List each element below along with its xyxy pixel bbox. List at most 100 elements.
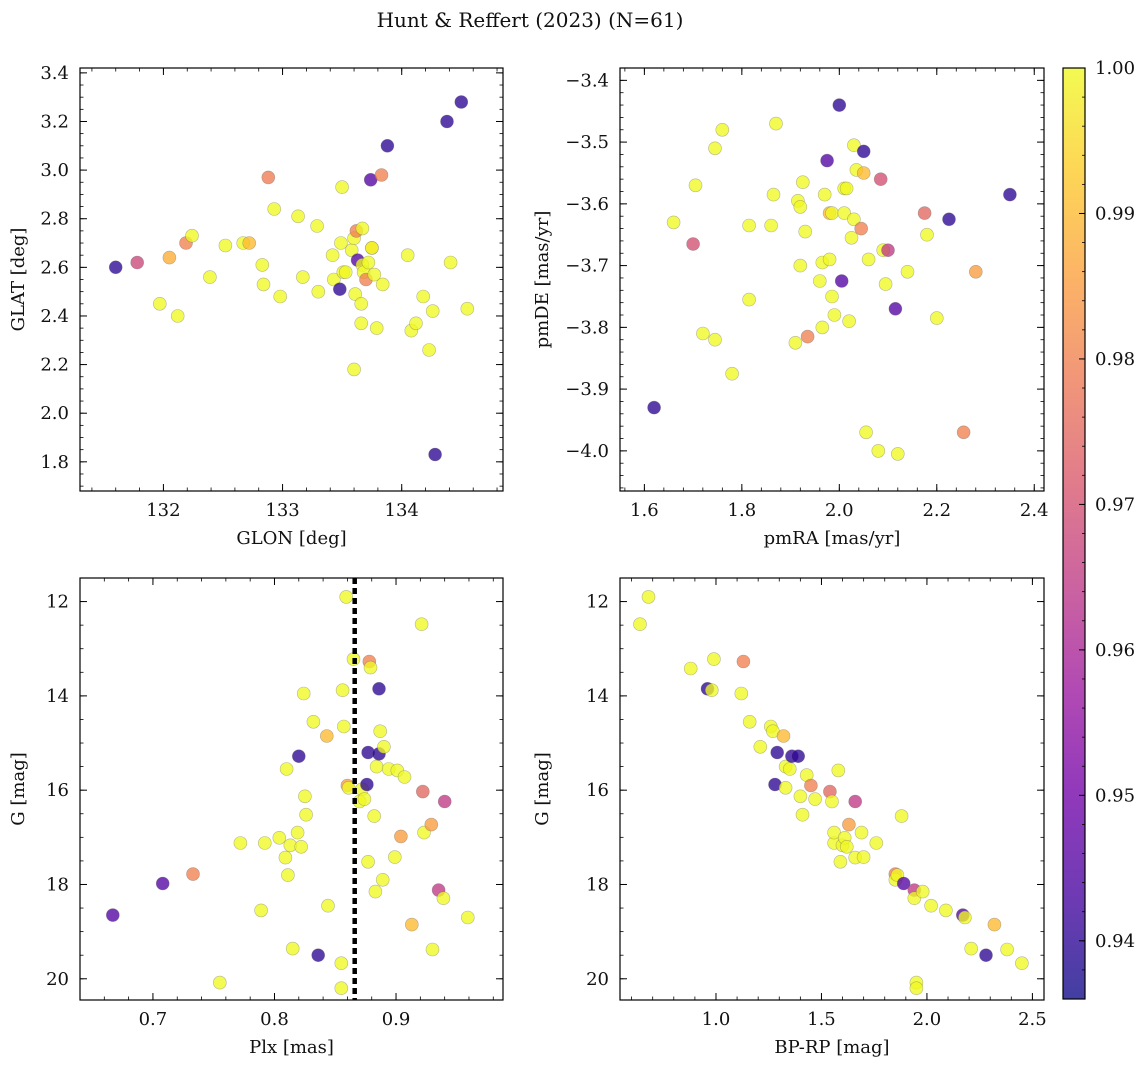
x-tick-label: 1.5 <box>807 1009 836 1030</box>
data-point <box>341 780 356 795</box>
data-point <box>878 277 893 291</box>
colorbar-gradient <box>1062 67 1086 1000</box>
data-point <box>915 884 930 899</box>
data-point <box>742 292 756 307</box>
data-point <box>319 729 334 743</box>
y-tick-label: 12 <box>586 592 609 613</box>
data-point <box>847 212 861 227</box>
colorbar-tick-label: 0.99 <box>1095 203 1135 224</box>
data-point <box>817 187 832 202</box>
data-point <box>804 778 818 793</box>
data-point <box>766 187 781 202</box>
x-tick-label: 133 <box>265 500 299 521</box>
data-point <box>734 686 749 701</box>
colorbar-tick-label: 0.96 <box>1095 640 1135 661</box>
data-point <box>715 123 730 137</box>
y-tick-label: 14 <box>46 686 69 707</box>
data-point <box>825 289 839 304</box>
data-point <box>400 248 415 262</box>
data-point <box>920 227 934 242</box>
data-point <box>108 260 123 275</box>
data-point <box>808 792 822 806</box>
x-tick-label: 1.0 <box>702 1009 731 1030</box>
y-tick-label: −3.7 <box>565 256 609 277</box>
x-tick-label: 0.8 <box>260 1009 289 1030</box>
colorbar-tick-label: 0.98 <box>1095 349 1135 370</box>
data-point <box>360 777 374 792</box>
data-point <box>769 116 783 131</box>
x-axis-label: GLON [deg] <box>236 528 346 549</box>
data-point <box>367 267 382 282</box>
x-axis-label: Plx [mas] <box>249 1037 334 1058</box>
data-point <box>336 719 351 734</box>
data-point <box>848 794 863 809</box>
data-point <box>368 884 383 899</box>
data-point <box>281 868 295 882</box>
y-tick-label: −4.0 <box>565 441 609 462</box>
data-point <box>291 749 306 764</box>
data-point <box>929 311 944 325</box>
data-point <box>369 321 384 335</box>
data-point <box>812 274 827 288</box>
y-tick-label: 20 <box>586 969 609 990</box>
data-point <box>881 243 895 257</box>
x-tick-label: 132 <box>146 500 180 521</box>
panel-bprp-g: 1.0 1.5 2.0 2.5 12 14 16 18 20 BP-RP [mag] G [mag] <box>532 577 1047 1058</box>
y-tick-label: 3.0 <box>40 160 69 181</box>
data-point <box>348 287 363 301</box>
x-tick-label: 0.7 <box>139 1009 168 1030</box>
data-point <box>334 981 349 996</box>
data-point <box>404 917 419 932</box>
data-point <box>294 839 309 854</box>
data-point <box>1000 942 1014 957</box>
data-point <box>900 264 915 279</box>
data-point <box>422 343 436 357</box>
y-tick-label: 18 <box>586 874 609 895</box>
x-tick-label: 2.5 <box>1018 1009 1047 1030</box>
axes-frame <box>619 577 1045 1001</box>
data-point <box>361 854 375 869</box>
data-point <box>162 250 177 265</box>
data-point <box>375 872 390 887</box>
data-point <box>357 792 372 806</box>
data-point <box>842 817 856 832</box>
y-tick-label: 2.8 <box>40 209 69 230</box>
data-point <box>688 178 703 193</box>
data-point <box>338 265 353 280</box>
panel-pmra-pmde: 1.6 1.8 2.0 2.2 2.4 −4.0 −3.9 −3.8 −3.7 −3.6 −3.5 −… <box>532 67 1049 549</box>
data-point <box>854 825 869 840</box>
data-point <box>825 206 839 220</box>
data-point <box>377 739 391 754</box>
data-point <box>834 274 849 288</box>
data-point <box>425 304 440 318</box>
data-point <box>311 284 326 299</box>
data-point <box>871 444 886 458</box>
data-point <box>979 948 993 963</box>
data-point <box>203 270 217 284</box>
data-point <box>106 908 120 922</box>
data-point <box>683 661 698 676</box>
data-point <box>815 320 830 335</box>
y-axis-label: GLAT [deg] <box>8 228 29 332</box>
data-point <box>155 876 170 891</box>
data-point <box>847 138 861 152</box>
y-tick-label: 18 <box>46 874 69 895</box>
data-point <box>409 316 423 331</box>
y-tick-label: 2.4 <box>40 306 69 327</box>
data-point <box>290 825 305 840</box>
data-point <box>310 219 324 233</box>
data-point <box>339 590 354 604</box>
panel-plx-g: 0.7 0.8 0.9 12 14 16 18 20 Plx [mas] G [mag] <box>8 577 504 1058</box>
data-point <box>416 289 431 304</box>
data-point <box>186 867 200 881</box>
data-point <box>354 296 369 311</box>
data-point <box>295 270 310 284</box>
data-point <box>242 236 256 250</box>
colorbar-tick-label: 1.00 <box>1095 58 1135 79</box>
colorbar-tick-label: 0.97 <box>1095 494 1135 515</box>
data-point <box>764 218 778 233</box>
data-point <box>859 425 873 440</box>
data-point <box>958 910 972 925</box>
data-point <box>832 98 847 112</box>
data-point <box>968 264 983 279</box>
